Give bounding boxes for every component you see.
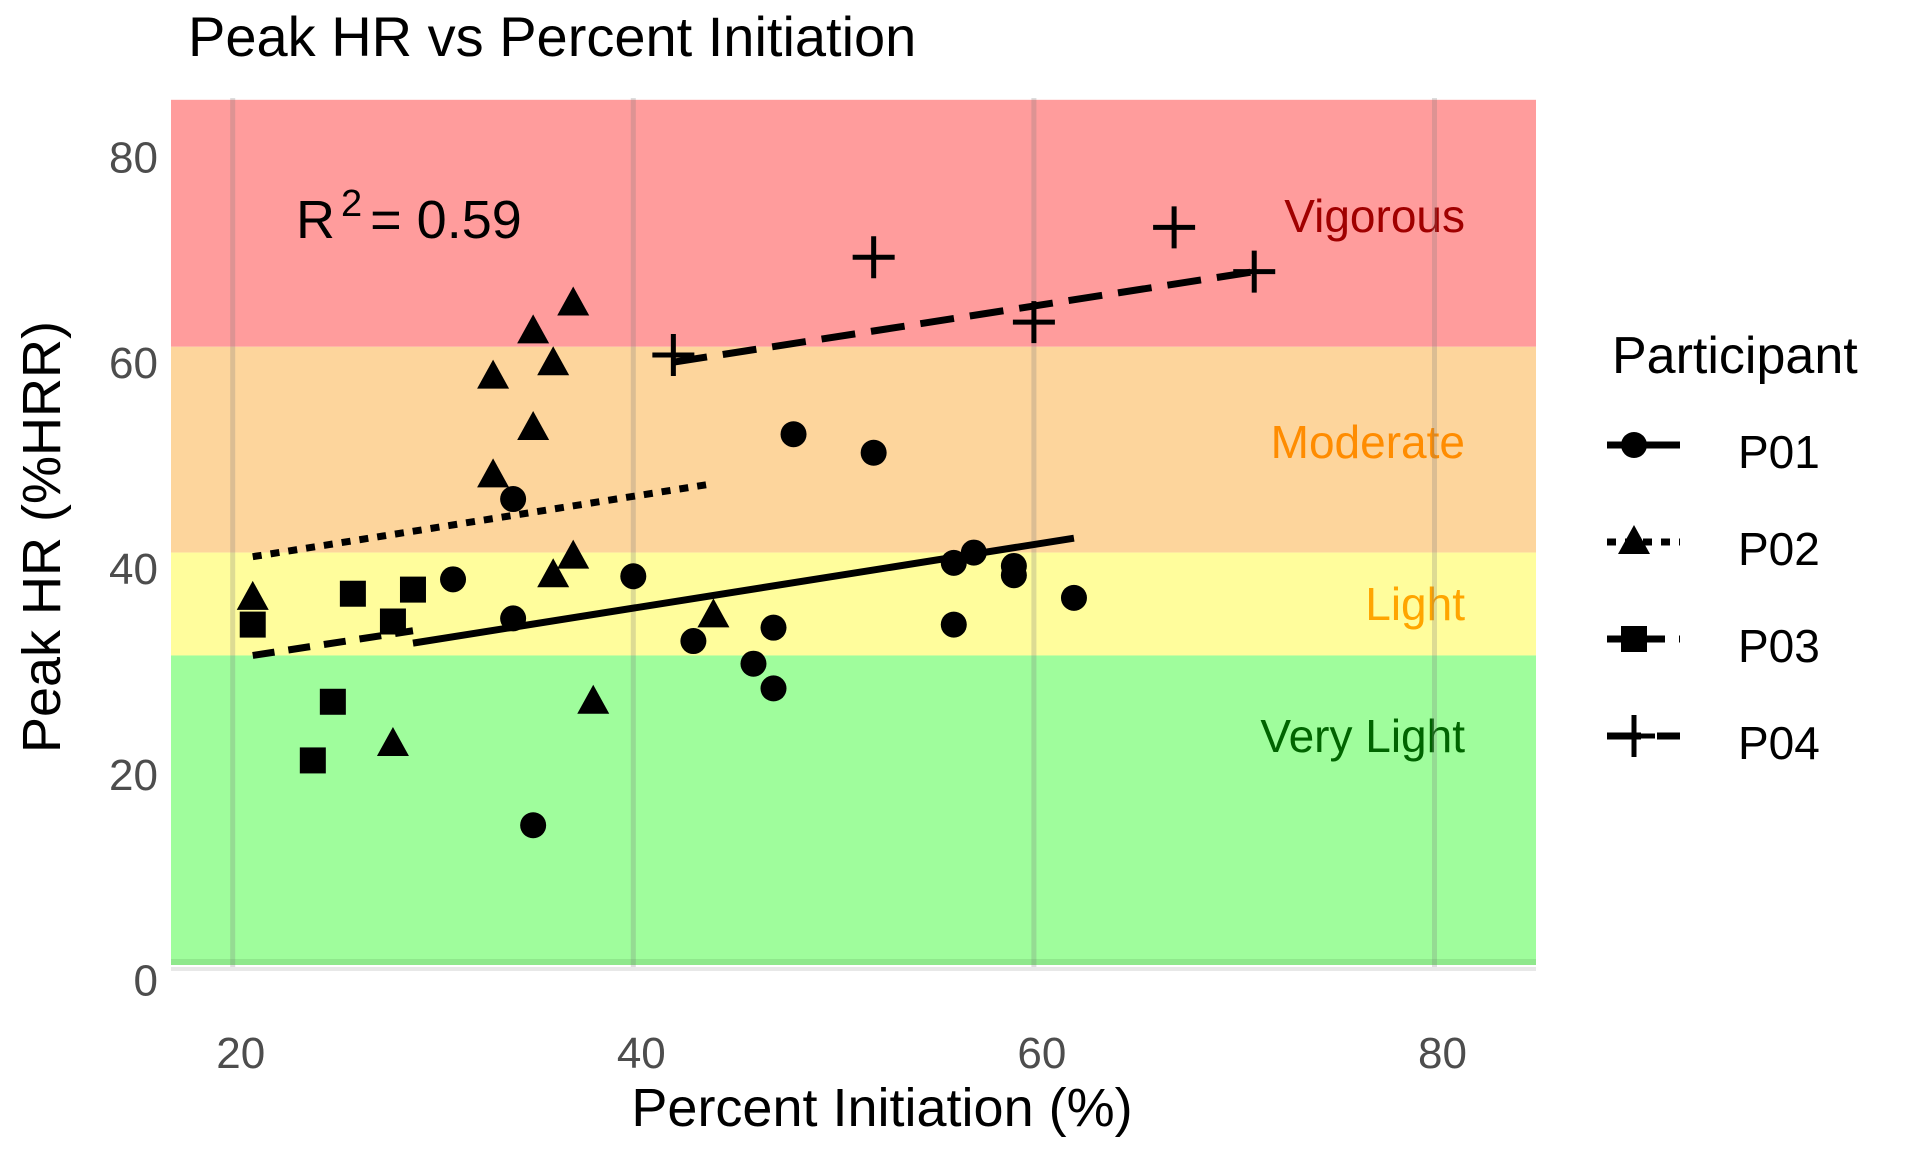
point-p01 [760, 614, 787, 641]
point-p01 [500, 605, 527, 632]
zone-band [171, 99, 1536, 347]
point-p01 [960, 539, 987, 566]
x-tick-label: 20 [216, 1029, 265, 1078]
r-squared-annotation: R 2 = 0.59 [296, 183, 522, 250]
point-p01 [440, 566, 467, 593]
point-p01 [520, 812, 547, 839]
point-p02 [697, 598, 730, 628]
y-tick-label: 60 [109, 339, 158, 388]
zone-label: Moderate [1271, 416, 1465, 468]
y-axis-label: Peak HR (%HRR) [12, 321, 72, 753]
legend-marker-p03 [1621, 626, 1647, 652]
point-p03 [299, 747, 326, 774]
point-p02 [537, 558, 570, 588]
x-tick-label: 80 [1418, 1029, 1467, 1078]
point-p02 [477, 359, 510, 389]
legend-marker-p02 [1618, 525, 1650, 554]
legend-label: P01 [1738, 426, 1820, 478]
zone-bottom-edge [171, 959, 1536, 965]
point-p01 [1000, 562, 1027, 589]
legend-label: P03 [1738, 620, 1820, 672]
point-p02 [236, 580, 269, 610]
point-p01 [680, 628, 707, 655]
legend-label: P02 [1738, 523, 1820, 575]
point-p03 [239, 611, 266, 638]
point-p02 [376, 726, 409, 756]
point-p04 [1153, 206, 1196, 249]
x-axis-label: Percent Initiation (%) [631, 1078, 1132, 1138]
point-p02 [557, 539, 590, 569]
point-p04 [852, 236, 895, 279]
point-p02 [577, 684, 610, 714]
zone-label: Vigorous [1284, 190, 1465, 242]
point-p03 [399, 576, 426, 603]
chart-title: Peak HR vs Percent Initiation [188, 5, 916, 68]
zone-band [171, 655, 1536, 965]
zone-label: Light [1365, 578, 1465, 630]
point-p01 [500, 486, 527, 513]
point-p03 [379, 608, 406, 635]
point-p04 [1012, 301, 1055, 344]
zone-band [171, 346, 1536, 553]
y-tick-label: 80 [109, 133, 158, 182]
point-p03 [319, 688, 346, 715]
point-p03 [339, 580, 366, 607]
point-p01 [740, 650, 767, 677]
trend-line-p02 [252, 480, 714, 561]
legend-label: P04 [1738, 717, 1820, 769]
y-tick-label: 40 [109, 545, 158, 594]
point-p04 [1233, 250, 1276, 293]
point-p01 [860, 439, 887, 466]
y-tick-label: 0 [134, 957, 158, 1006]
point-p01 [760, 675, 787, 702]
point-p01 [620, 563, 647, 590]
trend-line-p03 [252, 627, 414, 659]
point-p01 [780, 421, 807, 448]
point-p02 [557, 286, 590, 316]
point-p02 [477, 458, 510, 488]
legend-marker-p04 [1613, 715, 1655, 757]
legend-title: Participant [1612, 327, 1858, 385]
zone-label: Very Light [1260, 710, 1465, 762]
legend-marker-p01 [1621, 432, 1647, 458]
point-p02 [537, 346, 570, 376]
point-p04 [652, 333, 695, 376]
x-tick-label: 60 [1017, 1029, 1066, 1078]
point-p01 [1060, 584, 1087, 611]
point-p01 [940, 611, 967, 638]
x-tick-label: 40 [617, 1029, 666, 1078]
point-p01 [940, 549, 967, 576]
y-tick-label: 20 [109, 751, 158, 800]
point-p02 [517, 314, 550, 344]
point-p02 [517, 411, 550, 441]
